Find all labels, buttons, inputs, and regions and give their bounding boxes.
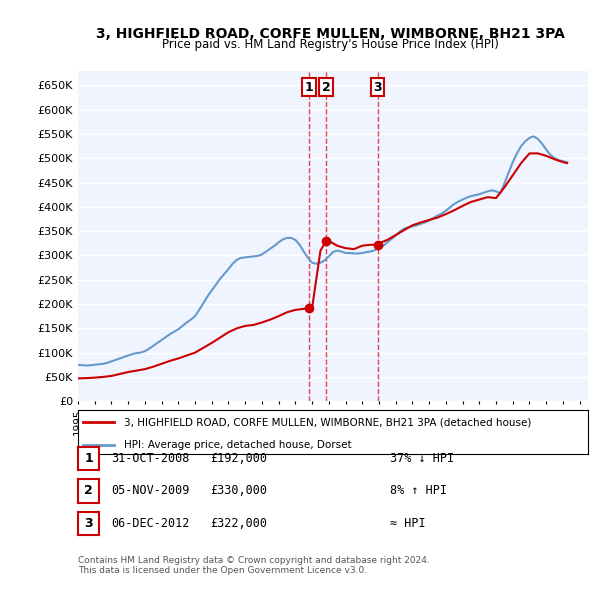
Text: 31-OCT-2008: 31-OCT-2008 <box>111 452 190 465</box>
Text: 06-DEC-2012: 06-DEC-2012 <box>111 517 190 530</box>
Text: 05-NOV-2009: 05-NOV-2009 <box>111 484 190 497</box>
Text: Price paid vs. HM Land Registry's House Price Index (HPI): Price paid vs. HM Land Registry's House … <box>161 38 499 51</box>
Text: 1: 1 <box>305 81 314 94</box>
Text: £330,000: £330,000 <box>210 484 267 497</box>
Text: 3: 3 <box>373 81 382 94</box>
Text: HPI: Average price, detached house, Dorset: HPI: Average price, detached house, Dors… <box>124 440 352 450</box>
Text: 8% ↑ HPI: 8% ↑ HPI <box>390 484 447 497</box>
Text: £322,000: £322,000 <box>210 517 267 530</box>
Text: 2: 2 <box>84 484 93 497</box>
Text: Contains HM Land Registry data © Crown copyright and database right 2024.
This d: Contains HM Land Registry data © Crown c… <box>78 556 430 575</box>
Text: 1: 1 <box>84 452 93 465</box>
Text: 3, HIGHFIELD ROAD, CORFE MULLEN, WIMBORNE, BH21 3PA (detached house): 3, HIGHFIELD ROAD, CORFE MULLEN, WIMBORN… <box>124 418 531 427</box>
Text: £192,000: £192,000 <box>210 452 267 465</box>
Text: ≈ HPI: ≈ HPI <box>390 517 425 530</box>
Text: 2: 2 <box>322 81 331 94</box>
Text: 3: 3 <box>84 517 93 530</box>
Text: 37% ↓ HPI: 37% ↓ HPI <box>390 452 454 465</box>
Text: 3, HIGHFIELD ROAD, CORFE MULLEN, WIMBORNE, BH21 3PA: 3, HIGHFIELD ROAD, CORFE MULLEN, WIMBORN… <box>95 27 565 41</box>
